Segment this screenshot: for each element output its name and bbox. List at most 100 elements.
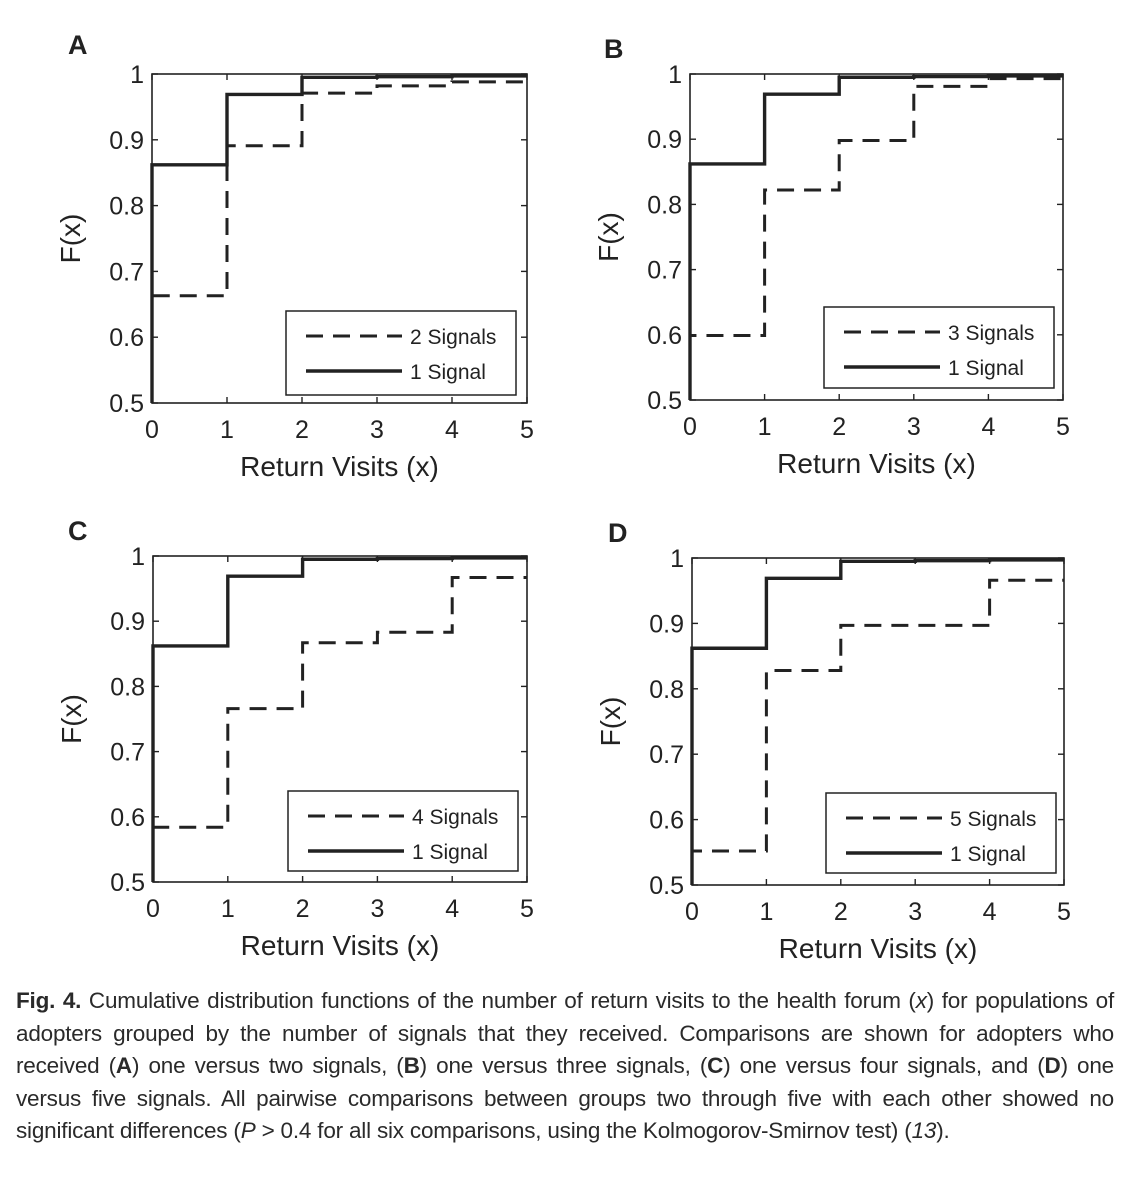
series-line-comparison <box>151 576 527 882</box>
y-tick-label: 1 <box>131 543 145 571</box>
x-tick-label: 5 <box>1057 898 1071 926</box>
caption-text-5: ) one versus four signals, and ( <box>723 1053 1045 1078</box>
x-axis-label: Return Visits (x) <box>779 933 978 964</box>
panel-letter: A <box>68 30 88 60</box>
caption-text-7: > 0.4 for all six comparisons, using the… <box>255 1118 912 1143</box>
y-tick-label: 0.7 <box>647 257 682 285</box>
y-axis-label: F(x) <box>56 694 87 744</box>
x-tick-label: 3 <box>370 416 384 444</box>
x-tick-label: 2 <box>834 898 848 926</box>
x-axis-label: Return Visits (x) <box>777 448 976 479</box>
legend-entry: 1 Signal <box>412 841 488 864</box>
series-line-one-signal <box>688 74 1063 400</box>
y-tick-label: 0.8 <box>110 673 145 701</box>
series-line-one-signal <box>151 556 527 882</box>
panel-letter: B <box>604 34 624 64</box>
panel-letter: D <box>608 518 628 548</box>
caption-ref-c: C <box>707 1053 724 1078</box>
x-tick-label: 3 <box>908 898 922 926</box>
caption-ref-d: D <box>1044 1053 1061 1078</box>
y-tick-label: 1 <box>130 61 144 89</box>
x-tick-label: 3 <box>370 895 384 923</box>
legend-entry: 1 Signal <box>950 843 1026 866</box>
x-axis-label: Return Visits (x) <box>241 930 440 961</box>
caption-text-1: Cumulative distribution functions of the… <box>81 988 916 1013</box>
y-tick-label: 0.9 <box>649 610 684 638</box>
figure-caption: Fig. 4. Cumulative distribution function… <box>16 985 1114 1148</box>
y-tick-label: 0.6 <box>647 322 682 350</box>
x-tick-label: 1 <box>758 413 772 441</box>
legend: 5 Signals 1 Signal <box>825 792 1057 874</box>
x-tick-label: 1 <box>221 895 235 923</box>
y-tick-label: 0.6 <box>110 804 145 832</box>
y-tick-label: 0.7 <box>109 258 144 286</box>
y-tick-label: 0.6 <box>649 807 684 835</box>
legend-entry: 4 Signals <box>412 806 498 829</box>
y-tick-label: 0.9 <box>647 126 682 154</box>
y-tick-label: 0.8 <box>109 193 144 221</box>
y-axis-label: F(x) <box>593 212 624 262</box>
y-tick-label: 1 <box>668 61 682 89</box>
caption-var-p: P <box>240 1118 256 1143</box>
legend: 3 Signals 1 Signal <box>823 306 1055 389</box>
panel-letter: C <box>68 516 88 546</box>
y-tick-label: 0.6 <box>109 324 144 352</box>
x-tick-label: 2 <box>295 416 309 444</box>
caption-ref-13: 13 <box>911 1118 937 1143</box>
x-tick-label: 5 <box>520 895 534 923</box>
y-tick-label: 0.8 <box>647 191 682 219</box>
series-line-comparison <box>690 578 1064 885</box>
x-tick-label: 4 <box>445 416 459 444</box>
series-line-one-signal <box>150 74 527 403</box>
series-line-comparison <box>688 77 1065 400</box>
y-tick-label: 0.5 <box>109 390 144 418</box>
y-tick-label: 0.5 <box>110 869 145 897</box>
caption-text-6: ) one versus five signals. All pairwise … <box>16 1053 1114 1143</box>
x-tick-label: 0 <box>685 898 699 926</box>
legend-box <box>825 792 1057 874</box>
y-tick-label: 1 <box>670 545 684 573</box>
x-tick-label: 1 <box>759 898 773 926</box>
y-tick-label: 0.7 <box>649 741 684 769</box>
series-line-comparison <box>150 80 529 403</box>
legend-entry: 1 Signal <box>948 357 1024 380</box>
x-tick-label: 2 <box>832 413 846 441</box>
legend-entry: 1 Signal <box>410 361 486 384</box>
legend-box <box>285 310 517 396</box>
x-tick-label: 4 <box>981 413 995 441</box>
x-tick-label: 5 <box>520 416 534 444</box>
legend-entry: 5 Signals <box>950 808 1036 831</box>
x-tick-label: 0 <box>146 895 160 923</box>
x-tick-label: 5 <box>1056 413 1070 441</box>
legend-box <box>287 790 519 872</box>
caption-label: Fig. 4. <box>16 988 82 1013</box>
y-tick-label: 0.9 <box>110 608 145 636</box>
legend-box <box>823 306 1055 389</box>
caption-text-8: ). <box>936 1118 950 1143</box>
y-axis-label: F(x) <box>595 697 626 747</box>
y-axis-label: F(x) <box>55 214 86 264</box>
y-tick-label: 0.9 <box>109 127 144 155</box>
caption-var-x: x <box>915 988 927 1013</box>
x-tick-label: 1 <box>220 416 234 444</box>
x-tick-label: 3 <box>907 413 921 441</box>
caption-ref-a: A <box>115 1053 132 1078</box>
x-tick-label: 0 <box>145 416 159 444</box>
x-axis-label: Return Visits (x) <box>240 451 439 482</box>
caption-text-2: ) for populations of adopters grouped by… <box>16 988 1114 1078</box>
legend-entry: 3 Signals <box>948 322 1034 345</box>
legend-entry: 2 Signals <box>410 326 496 349</box>
caption-text-4: ) one versus three signals, ( <box>419 1053 708 1078</box>
y-tick-label: 0.8 <box>649 676 684 704</box>
y-tick-label: 0.5 <box>647 387 682 415</box>
legend: 4 Signals 1 Signal <box>287 790 519 872</box>
x-tick-label: 2 <box>296 895 310 923</box>
series-line-one-signal <box>690 558 1064 885</box>
x-tick-label: 4 <box>445 895 459 923</box>
caption-ref-b: B <box>403 1053 420 1078</box>
y-tick-label: 0.7 <box>110 739 145 767</box>
